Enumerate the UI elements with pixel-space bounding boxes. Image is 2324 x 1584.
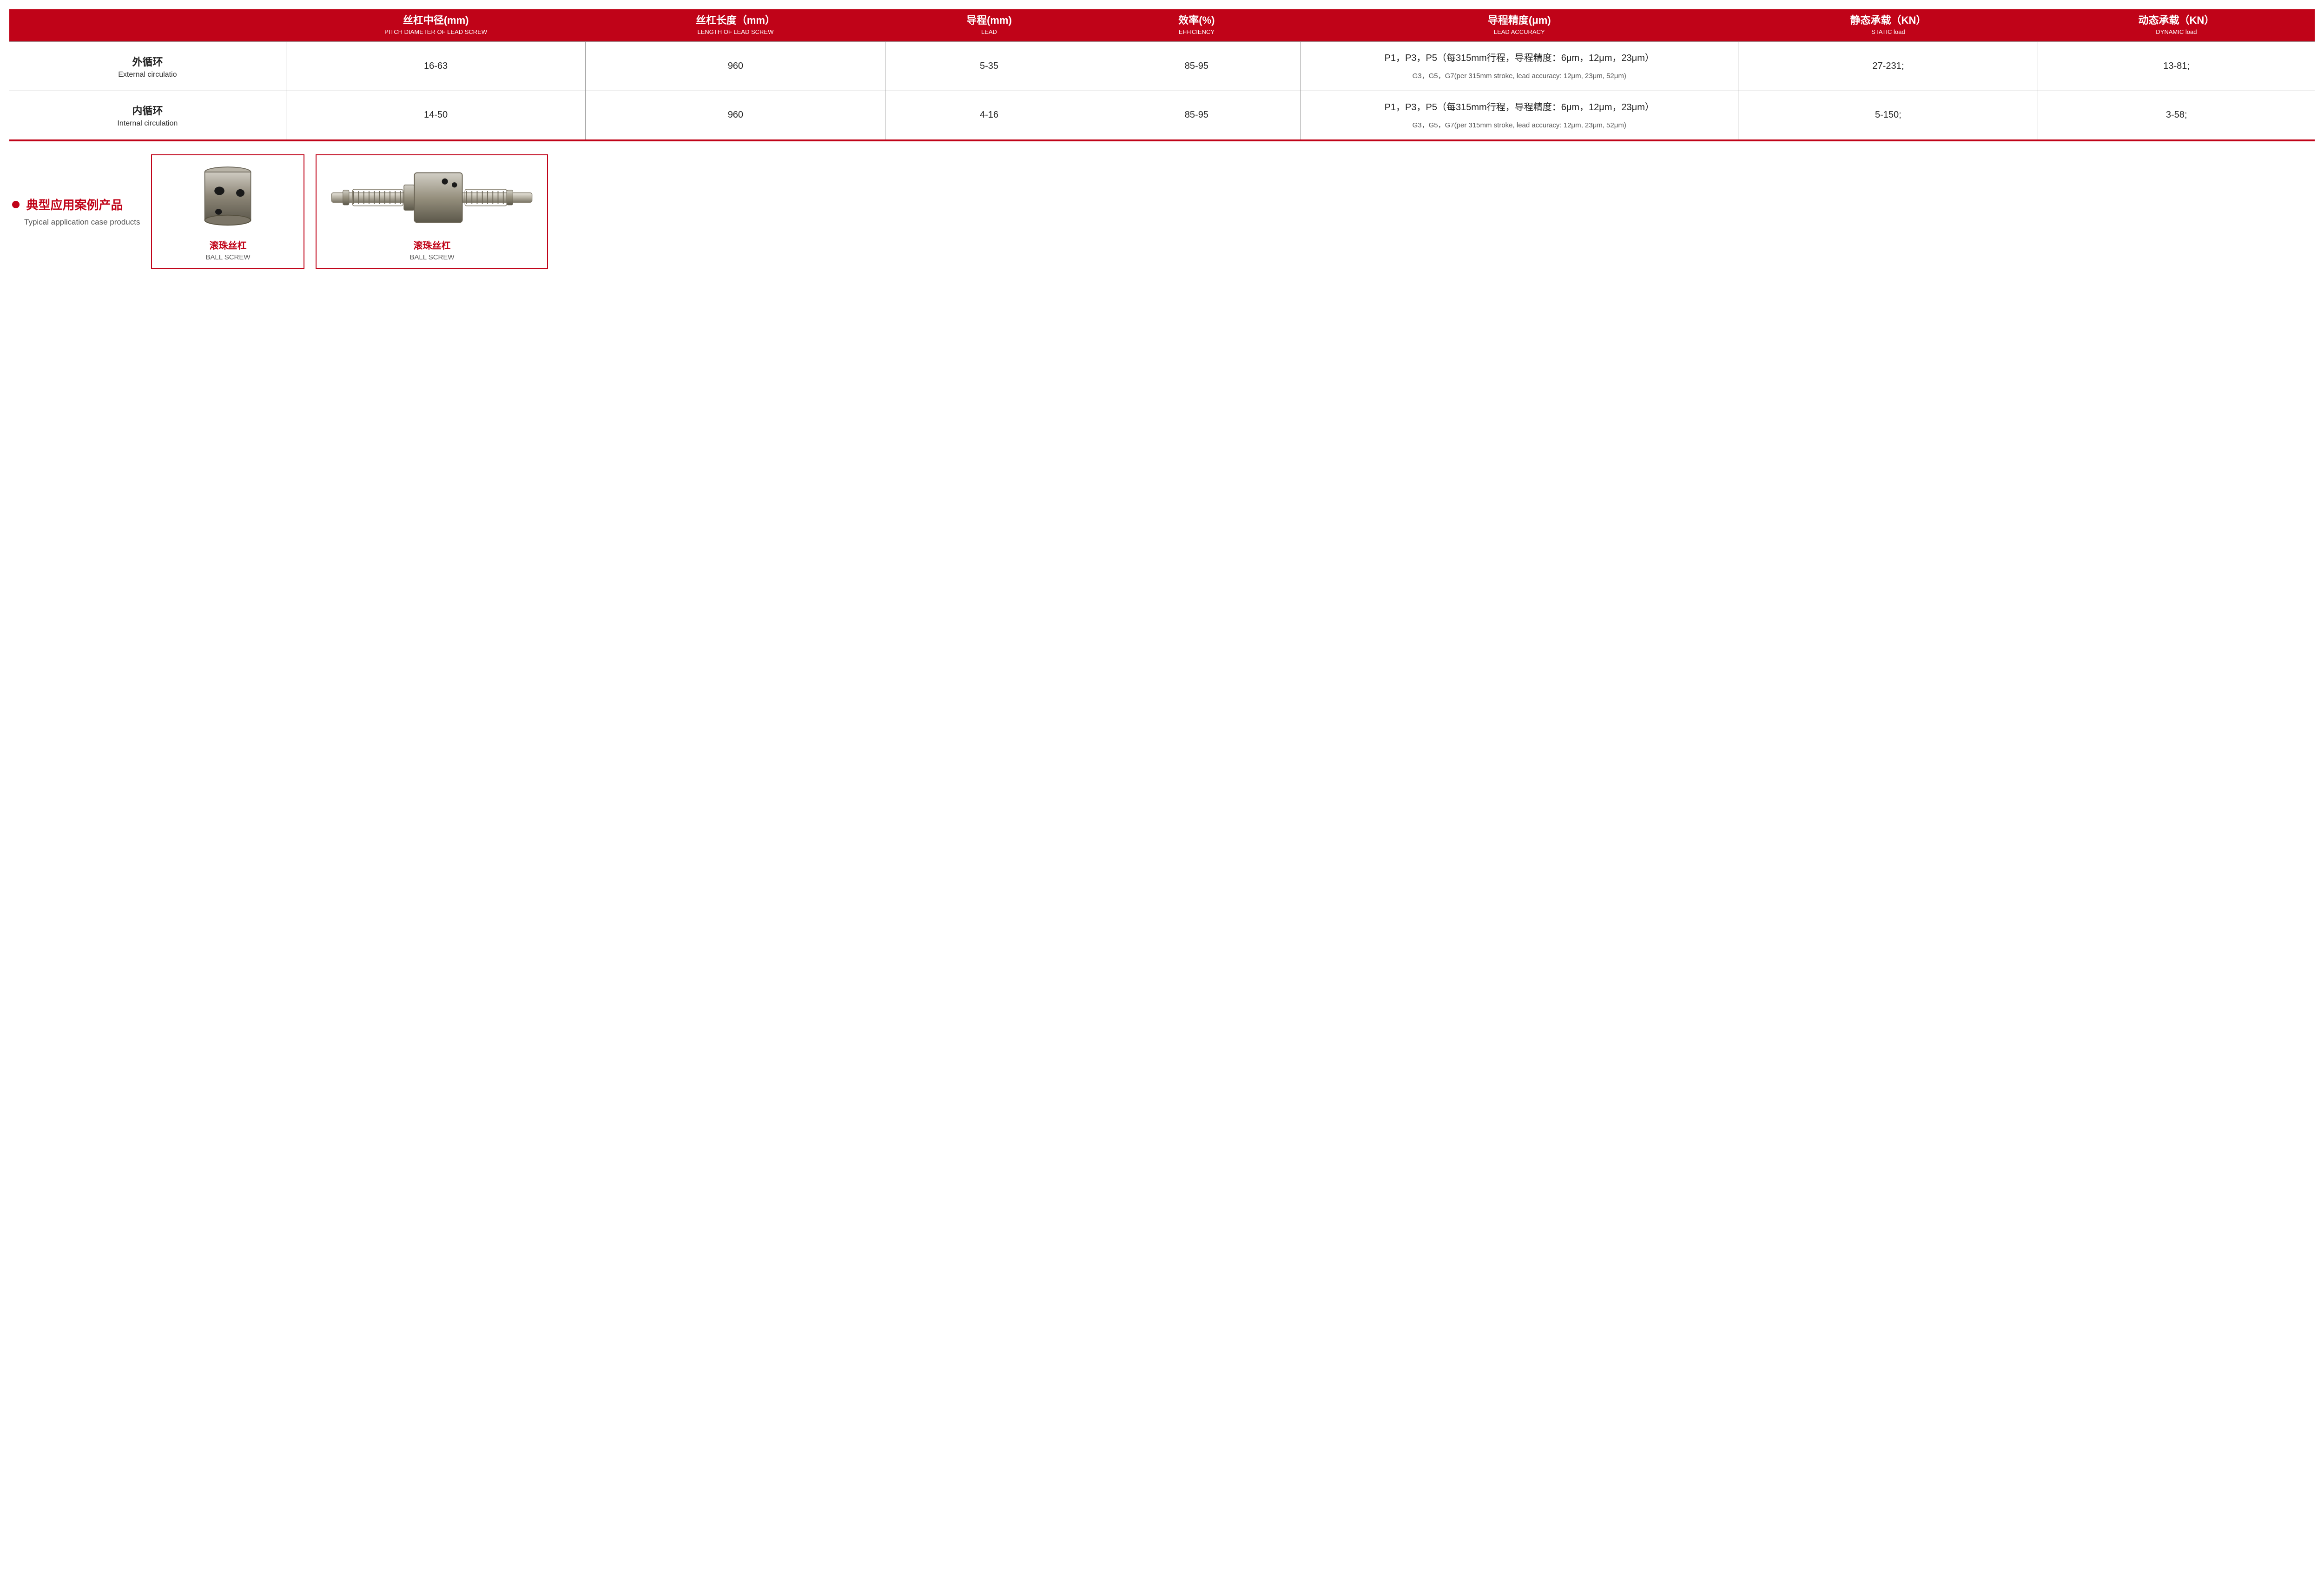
section-title-cn: 典型应用案例产品 (26, 196, 123, 213)
header-efficiency: 效率(%) EFFICIENCY (1093, 9, 1300, 42)
cell-dynamic: 3-58; (2038, 91, 2315, 139)
section-title: 典型应用案例产品 Typical application case produc… (9, 196, 140, 227)
product-caption-en: BALL SCREW (157, 253, 299, 261)
table-header-row: 丝杠中径(mm) PITCH DIAMETER OF LEAD SCREW 丝杠… (9, 9, 2315, 42)
header-dynamic: 动态承载（KN） DYNAMIC load (2038, 9, 2315, 42)
ball-screw-assembly-icon (325, 162, 539, 232)
cell-pitch: 14-50 (286, 91, 586, 139)
table-row: 外循环 External circulatio 16-63 960 5-35 8… (9, 42, 2315, 91)
cell-static: 5-150; (1738, 91, 2038, 139)
cell-efficiency: 85-95 (1093, 91, 1300, 139)
cell-accuracy: P1，P3，P5（每315mm行程，导程精度：6μm，12μm，23μm） G3… (1301, 91, 1738, 139)
cell-pitch: 16-63 (286, 42, 586, 91)
ball-screw-nut-icon (186, 162, 270, 232)
product-image-assembly (321, 160, 542, 234)
product-caption-cn: 滚珠丝杠 (321, 238, 542, 252)
header-static: 静态承载（KN） STATIC load (1738, 9, 2038, 42)
product-caption-cn: 滚珠丝杠 (157, 238, 299, 252)
product-card: 滚珠丝杠 BALL SCREW (316, 154, 548, 269)
product-caption-en: BALL SCREW (321, 253, 542, 261)
spec-table: 丝杠中径(mm) PITCH DIAMETER OF LEAD SCREW 丝杠… (9, 9, 2315, 139)
cell-length: 960 (586, 91, 885, 139)
table-row: 内循环 Internal circulation 14-50 960 4-16 … (9, 91, 2315, 139)
cell-lead: 4-16 (885, 91, 1093, 139)
cell-dynamic: 13-81; (2038, 42, 2315, 91)
product-card: 滚珠丝杠 BALL SCREW (151, 154, 304, 269)
row-label-internal: 内循环 Internal circulation (9, 91, 286, 139)
header-blank (9, 9, 286, 42)
header-lead: 导程(mm) LEAD (885, 9, 1093, 42)
section-title-en: Typical application case products (24, 218, 140, 227)
bottom-section: 典型应用案例产品 Typical application case produc… (9, 154, 2315, 269)
product-image-nut (157, 160, 299, 234)
header-length: 丝杠长度（mm） LENGTH OF LEAD SCREW (586, 9, 885, 42)
cell-efficiency: 85-95 (1093, 42, 1300, 91)
row-label-external: 外循环 External circulatio (9, 42, 286, 91)
cell-length: 960 (586, 42, 885, 91)
cell-accuracy: P1，P3，P5（每315mm行程，导程精度：6μm，12μm，23μm） G3… (1301, 42, 1738, 91)
bullet-icon (12, 201, 20, 208)
cell-lead: 5-35 (885, 42, 1093, 91)
spec-table-wrap: 丝杠中径(mm) PITCH DIAMETER OF LEAD SCREW 丝杠… (9, 9, 2315, 141)
header-pitch-diameter: 丝杠中径(mm) PITCH DIAMETER OF LEAD SCREW (286, 9, 586, 42)
header-accuracy: 导程精度(μm) LEAD ACCURACY (1301, 9, 1738, 42)
cell-static: 27-231; (1738, 42, 2038, 91)
